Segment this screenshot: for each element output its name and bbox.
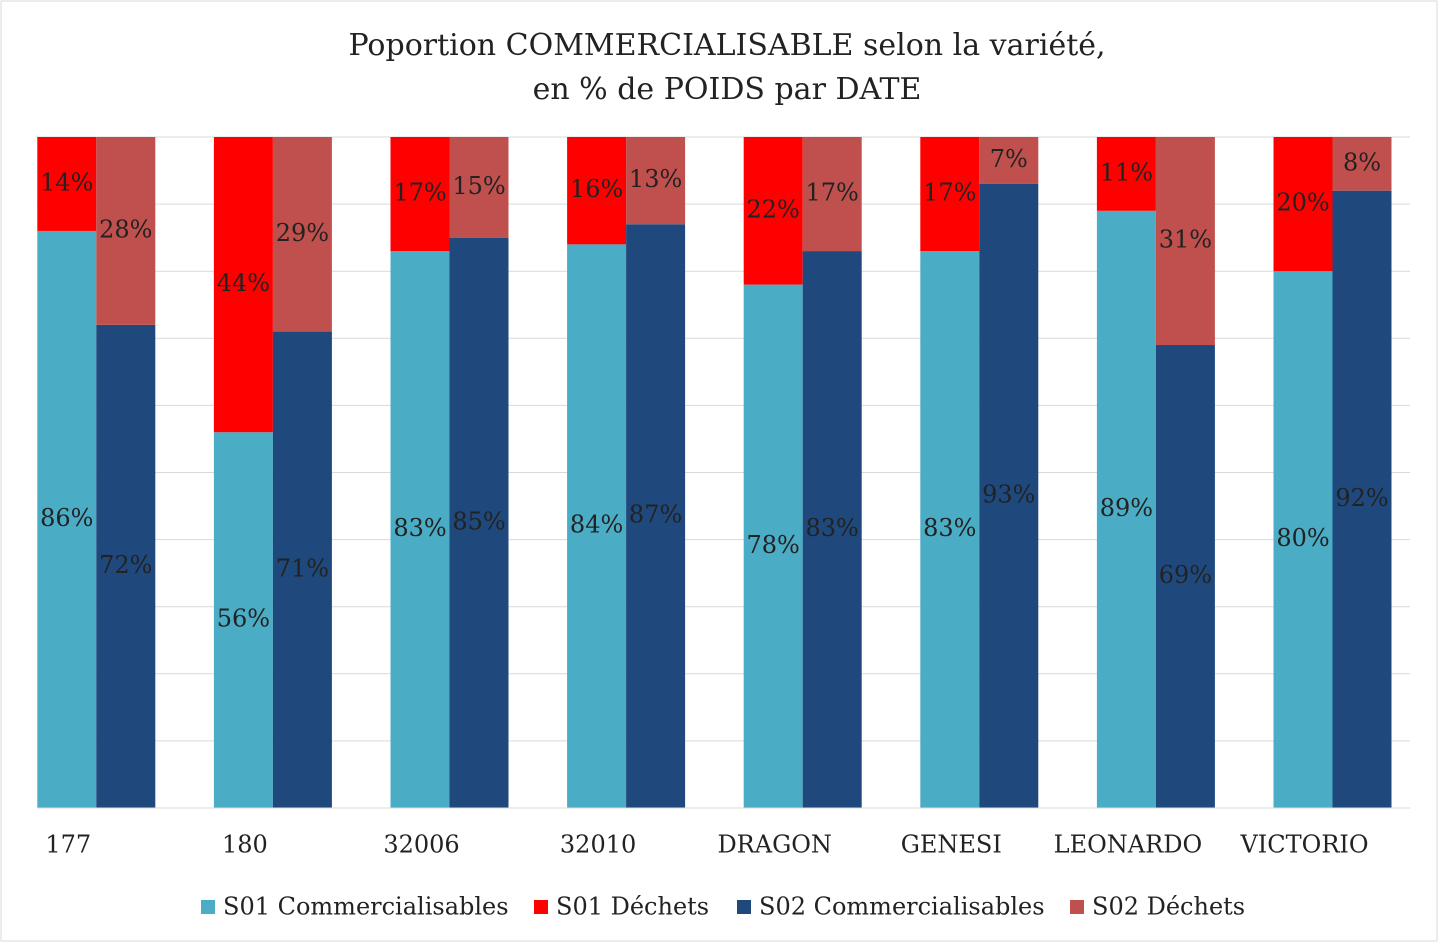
data-label: 92% [1335, 484, 1388, 512]
data-label: 85% [452, 507, 505, 535]
bar-segment [1332, 190, 1392, 808]
data-label: 44% [217, 269, 270, 297]
bar-segment [743, 284, 803, 808]
data-label: 80% [1276, 524, 1329, 552]
legend-swatch [534, 900, 548, 914]
data-label: 78% [747, 531, 800, 559]
bar-segment [979, 183, 1039, 809]
bar-segment [37, 137, 97, 231]
x-tick-label: 177 [45, 831, 91, 859]
bar-segment [213, 432, 273, 808]
data-label: 86% [40, 504, 93, 532]
data-label: 56% [217, 605, 270, 633]
bar-segment [1273, 271, 1333, 808]
data-label: 14% [40, 168, 93, 196]
bar-segment [920, 251, 980, 808]
data-label: 83% [393, 514, 446, 542]
bar-segment [743, 137, 803, 285]
x-tick-label: VICTORIO [1239, 831, 1368, 859]
bar-segment [1155, 137, 1215, 346]
bar-segment [96, 324, 156, 808]
data-label: 29% [276, 219, 329, 247]
data-label: 87% [629, 501, 682, 529]
chart-title: en % de POIDS par DATE [533, 72, 922, 107]
bar-segment [626, 224, 686, 809]
bar-segment [802, 137, 862, 252]
bar-segment [449, 237, 509, 808]
legend-swatch [201, 900, 215, 914]
x-tick-label: 32006 [383, 831, 459, 859]
bar-segment [626, 137, 686, 225]
bar-segment [920, 137, 980, 252]
data-label: 71% [276, 554, 329, 582]
data-label: 84% [570, 511, 623, 539]
chart-title: Poportion COMMERCIALISABLE selon la vari… [348, 28, 1105, 63]
data-label: 15% [452, 172, 505, 200]
bar-segment [567, 137, 627, 245]
data-label: 31% [1159, 226, 1212, 254]
legend-swatch [1070, 900, 1084, 914]
data-label: 28% [99, 215, 152, 243]
bar-segment [1096, 210, 1156, 808]
bar-segment [979, 137, 1039, 184]
bar-segment [96, 137, 156, 325]
x-tick-label: GENESI [901, 831, 1002, 859]
data-label: 72% [99, 551, 152, 579]
data-label: 69% [1159, 561, 1212, 589]
data-label: 17% [923, 179, 976, 207]
data-label: 93% [982, 480, 1035, 508]
data-label: 20% [1276, 189, 1329, 217]
legend-label: S01 Commercialisables [223, 893, 509, 921]
bar-segment [390, 251, 450, 808]
data-label: 11% [1100, 158, 1153, 186]
bar-segment [802, 251, 862, 808]
legend-swatch [737, 900, 751, 914]
data-label: 17% [393, 179, 446, 207]
bar-segment [272, 331, 332, 808]
x-tick-label: 32010 [560, 831, 636, 859]
data-label: 83% [806, 514, 859, 542]
legend-label: S01 Déchets [556, 893, 709, 921]
x-tick-label: LEONARDO [1054, 831, 1202, 859]
data-label: 13% [629, 165, 682, 193]
bar-segment [272, 137, 332, 332]
x-tick-label: DRAGON [717, 831, 832, 859]
bar-segment [213, 137, 273, 433]
bar-segment [1096, 137, 1156, 211]
data-label: 89% [1100, 494, 1153, 522]
bar-segment [37, 230, 97, 808]
data-label: 8% [1343, 148, 1381, 176]
bar-segment [390, 137, 450, 252]
legend-label: S02 Déchets [1092, 893, 1245, 921]
bar-segment [1155, 345, 1215, 808]
bar-segment [1273, 137, 1333, 272]
data-label: 7% [990, 145, 1028, 173]
x-tick-label: 180 [222, 831, 268, 859]
bar-segment [449, 137, 509, 238]
legend-label: S02 Commercialisables [759, 893, 1045, 921]
bar-segment [567, 244, 627, 809]
data-label: 83% [923, 514, 976, 542]
data-label: 22% [747, 195, 800, 223]
bar-segment [1332, 137, 1392, 191]
data-label: 17% [806, 179, 859, 207]
data-label: 16% [570, 175, 623, 203]
